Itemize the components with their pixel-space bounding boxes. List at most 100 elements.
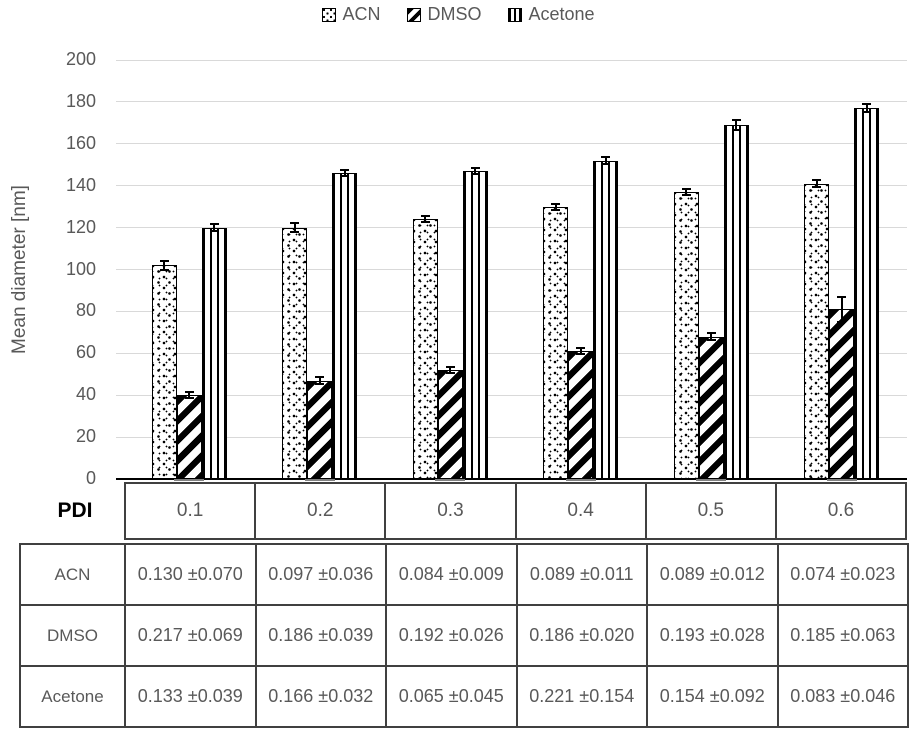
y-axis-tick-label: 140 [65,174,96,195]
error-bar-cap [209,223,219,226]
table-value-cell: 0.133 ±0.039 [126,667,257,728]
error-bar-line [579,348,582,355]
error-bar-line [685,188,688,196]
error-bar-line [474,167,477,175]
error-bar-cap [445,372,455,375]
pdi-value-cell: 0.2 [256,482,387,540]
pdi-value-cell: 0.1 [124,482,257,540]
category-tick-dash [435,477,466,481]
y-axis-tick-label: 200 [65,49,96,69]
legend-item-dmso: DMSO [407,4,481,25]
error-bar-cap [290,222,300,225]
error-bar-cap [862,102,872,105]
bar-dmso-0.2 [307,380,333,479]
table-value-cell: 0.097 ±0.036 [256,545,387,606]
y-axis-tick-label: 180 [65,90,96,111]
error-bar-cap [576,353,586,356]
table-value-cell: 0.130 ±0.070 [126,545,257,606]
table-value-cell: 0.185 ±0.063 [778,606,909,667]
table-value-cell: 0.154 ±0.092 [648,667,779,728]
error-bar-line [293,223,296,232]
table-value-cell: 0.089 ±0.011 [517,545,648,606]
category-tick-dash [826,477,857,481]
error-bar-cap [551,202,561,205]
table-value-cell: 0.217 ±0.069 [126,606,257,667]
y-axis-tick-label: 0 [85,468,96,488]
gridline [116,310,907,312]
error-bar-cap [290,230,300,233]
bar-acn-0.5 [673,191,699,479]
error-bar-cap [209,229,219,232]
error-bar-cap [315,382,325,385]
error-bar-line [710,333,713,340]
error-bar-cap [445,365,455,368]
bar-acetone-0.1 [201,227,227,479]
y-axis-tick-label: 40 [75,384,96,405]
bar-dmso-0.4 [568,351,594,479]
error-bar-cap [420,221,430,224]
bar-dmso-0.1 [176,395,202,479]
bar-acn-0.1 [151,265,177,479]
bar-acn-0.6 [804,183,830,479]
error-bar-cap [731,118,741,121]
y-axis-tick-label: 120 [65,216,96,237]
error-bar-cap [184,397,194,400]
bar-dmso-0.5 [698,336,724,479]
error-bar-line [449,366,452,374]
error-bar-cap [812,185,822,188]
gridline [116,436,907,438]
legend-swatch-vertical-stripes-icon [508,7,523,22]
error-bar-cap [470,166,480,169]
error-bar-cap [551,208,561,211]
legend-swatch-dots-icon [322,7,337,22]
error-bar-cap [837,320,847,323]
pdi-data-table: ACN 0.130 ±0.070 0.097 ±0.036 0.084 ±0.009 0… [19,543,909,728]
error-bar-cap [159,268,169,271]
error-bar-cap [837,295,847,298]
error-bar-cap [159,260,169,263]
error-bar-line [840,296,843,322]
bar-acn-0.2 [282,227,308,479]
error-bar-line [213,224,216,231]
error-bar-line [343,169,346,177]
y-axis-tick-label: 80 [75,300,96,321]
error-bar-cap [681,187,691,190]
error-bar-line [554,203,557,210]
y-axis-tick-label: 100 [65,258,96,279]
error-bar-cap [601,156,611,159]
table-value-cell: 0.193 ±0.028 [648,606,779,667]
pdi-value-cell: 0.6 [776,482,908,540]
pdi-value-cell: 0.3 [386,482,517,540]
table-value-cell: 0.065 ±0.045 [387,667,518,728]
table-row-label: ACN [21,545,126,606]
error-bar-cap [812,179,822,182]
gridline [116,394,907,396]
bar-acetone-0.4 [593,160,619,479]
bar-acetone-0.5 [723,124,749,479]
error-bar-cap [340,168,350,171]
pdi-header-row: PDI 0.1 0.2 0.3 0.4 0.5 0.6 [0,482,917,540]
legend-item-acn: ACN [322,4,380,25]
error-bar-line [163,261,166,270]
error-bar-line [735,119,738,131]
table-value-cell: 0.089 ±0.012 [648,545,779,606]
bar-acetone-0.3 [462,171,488,479]
table-value-cell: 0.186 ±0.020 [517,606,648,667]
error-bar-line [188,392,191,399]
gridline [116,352,907,354]
gridline [116,101,907,103]
error-bar-cap [470,173,480,176]
table-value-cell: 0.192 ±0.026 [387,606,518,667]
pdi-header-cells: 0.1 0.2 0.3 0.4 0.5 0.6 [124,482,908,540]
table-row-label: Acetone [21,667,126,728]
y-axis-tick-label: 20 [75,426,96,447]
error-bar-cap [340,175,350,178]
error-bar-line [865,103,868,113]
error-bar-cap [862,111,872,114]
error-bar-line [318,377,321,384]
legend-swatch-diagonal-stripes-icon [407,7,422,22]
category-tick-dash [304,477,335,481]
error-bar-cap [731,129,741,132]
error-bar-cap [315,376,325,379]
bar-acetone-0.2 [332,173,358,479]
